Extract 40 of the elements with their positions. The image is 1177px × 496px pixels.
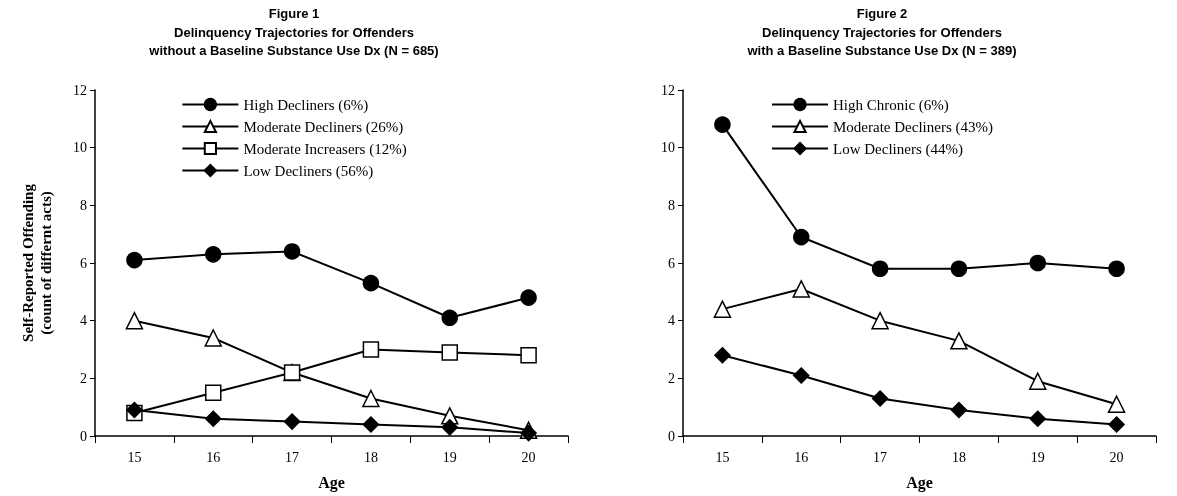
y-axis-title: Self-Reported Offending (count of differnt acts) (20, 183, 55, 342)
y-tick-label: 2 (80, 370, 87, 386)
chart-subtitle: Delinquency Trajectories for Offenders with a Baseline Substance Use Dx (N = 389) (746, 24, 1017, 58)
x-tick-label: 15 (127, 449, 142, 465)
x-tick-label: 19 (1030, 449, 1045, 465)
legend-label: High Chronic (6%) (833, 96, 949, 114)
chart-subtitle: Delinquency Trajectories for Offenders without a Baseline Substance Use Dx (N = 685) (148, 24, 439, 58)
x-tick-label: 17 (285, 449, 300, 465)
y-tick-label: 8 (668, 197, 675, 213)
y-tick-label: 2 (668, 370, 675, 386)
y-tick-label: 4 (80, 313, 87, 329)
y-tick-label: 10 (661, 140, 675, 156)
y-tick-label: 6 (668, 255, 675, 271)
x-tick-label: 20 (1109, 449, 1124, 465)
y-tick-label: 12 (661, 82, 675, 98)
y-tick-label: 8 (80, 197, 87, 213)
legend-label: Low Decliners (56%) (243, 162, 374, 180)
legend-label: Moderate Decliners (26%) (243, 118, 404, 136)
x-tick-label: 18 (363, 449, 378, 465)
legend-label: Moderate Decliners (43%) (833, 118, 993, 136)
x-tick-label: 16 (794, 449, 809, 465)
y-tick-label: 0 (80, 428, 87, 444)
chart-title: Figure 2 (856, 6, 908, 21)
x-tick-label: 17 (873, 449, 888, 465)
y-tick-label: 10 (73, 140, 87, 156)
legend-label: Low Decliners (44%) (833, 140, 963, 158)
x-tick-label: 15 (715, 449, 730, 465)
x-tick-label: 18 (951, 449, 966, 465)
y-tick-label: 6 (80, 255, 87, 271)
y-tick-label: 4 (668, 313, 675, 329)
y-tick-label: 12 (73, 82, 87, 98)
chart-title: Figure 1 (268, 6, 320, 21)
legend-label: Moderate Increasers (12%) (243, 140, 407, 158)
x-axis-title: Age (318, 473, 345, 492)
y-tick-label: 0 (668, 428, 675, 444)
x-tick-label: 20 (521, 449, 536, 465)
legend-label: High Decliners (6%) (243, 96, 369, 114)
x-tick-label: 16 (206, 449, 221, 465)
x-tick-label: 19 (442, 449, 457, 465)
x-axis-title: Age (906, 473, 933, 492)
